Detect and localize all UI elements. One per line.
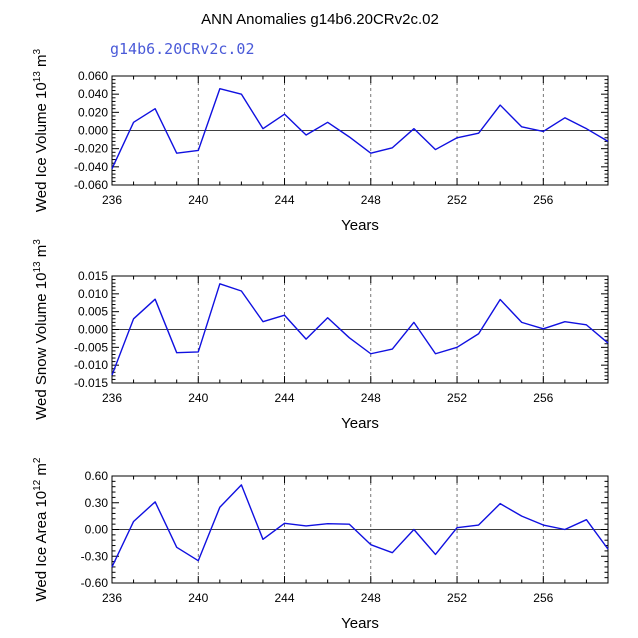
x-tick-label: 236	[102, 591, 122, 605]
x-tick-label: 244	[275, 193, 295, 207]
y-tick-label: 0.60	[85, 469, 109, 483]
x-axis-label: Years	[341, 615, 379, 632]
x-tick-label: 256	[533, 193, 553, 207]
figure-subtitle: g14b6.20CRv2c.02	[110, 40, 255, 58]
y-label-text: Wed Snow Volume 10	[33, 273, 50, 420]
y-axis-label: Wed Ice Area 1012 m2	[32, 457, 50, 601]
y-axis-label: Wed Snow Volume 1013 m3	[32, 239, 50, 420]
y-tick-label: -0.040	[74, 160, 108, 174]
y-tick-label: -0.010	[74, 358, 108, 372]
y-tick-label: 0.010	[78, 287, 108, 301]
x-tick-label: 256	[533, 391, 553, 405]
x-tick-label: 244	[275, 591, 295, 605]
y-axis-label: Wed Ice Volume 1013 m3	[32, 48, 50, 212]
series-line-snow-volume	[111, 283, 609, 376]
x-tick-label: 240	[188, 193, 208, 207]
x-tick-label: 252	[447, 391, 467, 405]
y-label-unit-exponent: 2	[32, 457, 43, 463]
y-tick-label: -0.005	[74, 340, 108, 354]
x-tick-label: 248	[361, 391, 381, 405]
x-tick-label: 240	[188, 591, 208, 605]
x-tick-label: 236	[102, 391, 122, 405]
x-tick-label: 248	[361, 591, 381, 605]
y-tick-label: 0.30	[85, 496, 109, 510]
y-label-text: Wed Ice Area 10	[33, 491, 50, 602]
y-label-exponent: 13	[32, 71, 43, 83]
series-line-ice-area	[111, 484, 609, 568]
y-tick-label: 0.000	[78, 323, 108, 337]
x-tick-label: 240	[188, 391, 208, 405]
y-tick-label: 0.000	[78, 124, 108, 138]
y-label-unit: m	[33, 245, 50, 262]
y-tick-label: -0.020	[74, 142, 108, 156]
y-label-exponent: 13	[32, 261, 43, 273]
x-tick-label: 256	[533, 591, 553, 605]
x-axis-label: Years	[341, 217, 379, 234]
y-tick-label: 0.015	[78, 269, 108, 283]
y-tick-label: 0.00	[85, 523, 109, 537]
y-label-exponent: 12	[32, 479, 43, 491]
y-label-unit: m	[33, 54, 50, 71]
panel-ice-volume: 236 240 244 248 252 256 -0.060 -0.040 -0.020 0.00…	[32, 48, 609, 234]
y-tick-label: -0.60	[81, 576, 109, 590]
x-tick-label: 252	[447, 193, 467, 207]
panel-snow-volume: 236 240 244 248 252 256 -0.015 -0.010 -0.005 0.00…	[32, 239, 609, 432]
y-tick-label: -0.30	[81, 549, 109, 563]
y-label-unit: m	[33, 463, 50, 480]
x-tick-label: 252	[447, 591, 467, 605]
x-axis-label: Years	[341, 415, 379, 432]
y-tick-label: -0.060	[74, 178, 108, 192]
x-tick-label: 244	[275, 391, 295, 405]
y-label-unit-exponent: 3	[32, 239, 43, 245]
y-tick-label: 0.005	[78, 305, 108, 319]
y-tick-label: 0.040	[78, 87, 108, 101]
y-label-text: Wed Ice Volume 10	[33, 82, 50, 212]
panel-ice-area: 236 240 244 248 252 256 -0.60 -0.30 0.00 0.30 0.60…	[32, 457, 609, 632]
y-tick-label: 0.020	[78, 105, 108, 119]
x-tick-label: 248	[361, 193, 381, 207]
y-label-unit-exponent: 3	[32, 48, 43, 54]
y-tick-label: -0.015	[74, 376, 108, 390]
series-line-ice-volume	[111, 88, 609, 169]
y-tick-label: 0.060	[78, 69, 108, 83]
figure-title: ANN Anomalies g14b6.20CRv2c.02	[201, 11, 439, 28]
x-tick-label: 236	[102, 193, 122, 207]
